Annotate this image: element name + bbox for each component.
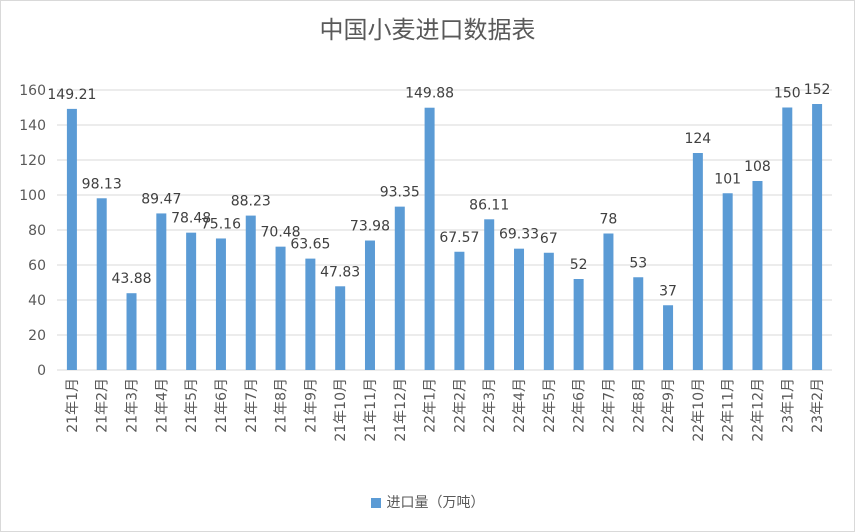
data-label: 67.57 — [439, 230, 479, 246]
bar — [215, 238, 226, 370]
bar — [335, 286, 346, 370]
bar — [66, 108, 77, 370]
x-tick-label: 22年12月 — [750, 378, 766, 442]
x-tick-label: 23年1月 — [780, 378, 796, 433]
bar — [364, 240, 375, 370]
data-label: 78 — [600, 212, 618, 228]
bar — [692, 153, 703, 370]
bar — [245, 215, 256, 370]
x-tick-label: 21年4月 — [154, 378, 170, 433]
data-label: 73.98 — [350, 219, 390, 235]
x-tick-label: 21年3月 — [125, 378, 141, 433]
x-tick-label: 22年2月 — [452, 378, 468, 433]
x-tick-label: 22年10月 — [691, 378, 707, 442]
bar — [514, 248, 525, 370]
x-tick-label: 21年5月 — [184, 378, 200, 433]
data-label: 52 — [570, 257, 588, 273]
data-label: 93.35 — [380, 185, 420, 201]
legend-label: 进口量（万吨） — [386, 495, 485, 511]
bar — [722, 193, 733, 370]
data-label: 149.88 — [405, 86, 454, 102]
data-label: 89.47 — [141, 191, 181, 207]
bar — [633, 277, 644, 370]
data-label: 75.16 — [201, 216, 241, 232]
y-tick-label: 160 — [19, 83, 46, 99]
x-tick-label: 22年8月 — [631, 378, 647, 433]
data-label: 108 — [744, 159, 771, 175]
y-tick-label: 140 — [19, 118, 46, 134]
x-tick-label: 21年1月 — [65, 378, 81, 433]
x-tick-label: 22年9月 — [661, 378, 677, 433]
x-tick-label: 21年6月 — [214, 378, 230, 433]
bar — [484, 219, 495, 370]
x-tick-label: 22年1月 — [423, 378, 439, 433]
x-tick-label: 22年6月 — [572, 378, 588, 433]
x-tick-label: 21年11月 — [363, 378, 379, 442]
y-tick-label: 0 — [37, 363, 46, 379]
data-label: 150 — [774, 86, 801, 102]
x-tick-label: 22年3月 — [482, 378, 498, 433]
y-tick-label: 60 — [28, 258, 46, 274]
x-tick-label: 21年12月 — [393, 378, 409, 442]
data-label: 47.83 — [320, 264, 360, 280]
data-label: 67 — [540, 231, 558, 247]
x-tick-label: 22年7月 — [601, 378, 617, 433]
data-label: 98.13 — [82, 176, 122, 192]
bar-series — [66, 104, 823, 371]
bar — [454, 251, 465, 370]
data-label: 101 — [714, 171, 741, 187]
data-label: 88.23 — [231, 194, 271, 210]
bar — [543, 252, 554, 370]
x-tick-label: 22年4月 — [512, 378, 528, 433]
data-label: 70.48 — [261, 225, 301, 241]
y-axis-ticks: 0 20 40 60 80 100 120 140 160 — [19, 83, 46, 379]
x-tick-label: 23年2月 — [810, 378, 826, 433]
x-tick-label: 22年5月 — [542, 378, 558, 433]
x-tick-label: 22年11月 — [721, 378, 737, 442]
chart-title: 中国小麦进口数据表 — [319, 16, 536, 44]
bar — [96, 198, 107, 370]
legend-swatch — [370, 498, 381, 508]
bar — [812, 104, 823, 370]
x-tick-label: 21年7月 — [244, 378, 260, 433]
bar — [752, 181, 763, 370]
y-tick-label: 120 — [19, 153, 46, 169]
x-tick-label: 21年2月 — [95, 378, 111, 433]
bar — [663, 305, 674, 370]
data-label: 78.48 — [171, 211, 211, 227]
bar — [394, 206, 405, 370]
bar — [782, 107, 793, 370]
legend: 进口量（万吨） — [0, 492, 855, 512]
x-tick-label: 21年8月 — [274, 378, 290, 433]
x-tick-label: 21年9月 — [303, 378, 319, 433]
data-label: 43.88 — [111, 271, 151, 287]
data-label: 53 — [629, 255, 647, 271]
x-axis-labels: 21年1月 21年2月 21年3月 21年4月 21年5月 21年6月 21年7月 21年8月… — [65, 378, 826, 442]
y-tick-label: 80 — [28, 223, 46, 239]
data-label: 63.65 — [290, 237, 330, 253]
data-label: 152 — [804, 82, 831, 98]
y-tick-label: 40 — [28, 293, 46, 309]
y-tick-label: 100 — [19, 188, 46, 204]
bar — [156, 213, 167, 370]
data-label: 86.11 — [469, 197, 509, 213]
data-label: 69.33 — [499, 227, 539, 243]
data-label: 124 — [684, 131, 711, 147]
bar — [603, 233, 614, 370]
bar — [424, 107, 435, 371]
bar — [126, 293, 137, 370]
x-tick-label: 21年10月 — [333, 378, 349, 442]
data-label: 149.21 — [47, 87, 96, 103]
bar — [305, 258, 316, 370]
bar — [573, 279, 584, 370]
y-tick-label: 20 — [28, 328, 46, 344]
bar — [186, 232, 197, 370]
data-label: 37 — [659, 283, 677, 299]
bar — [275, 246, 286, 370]
